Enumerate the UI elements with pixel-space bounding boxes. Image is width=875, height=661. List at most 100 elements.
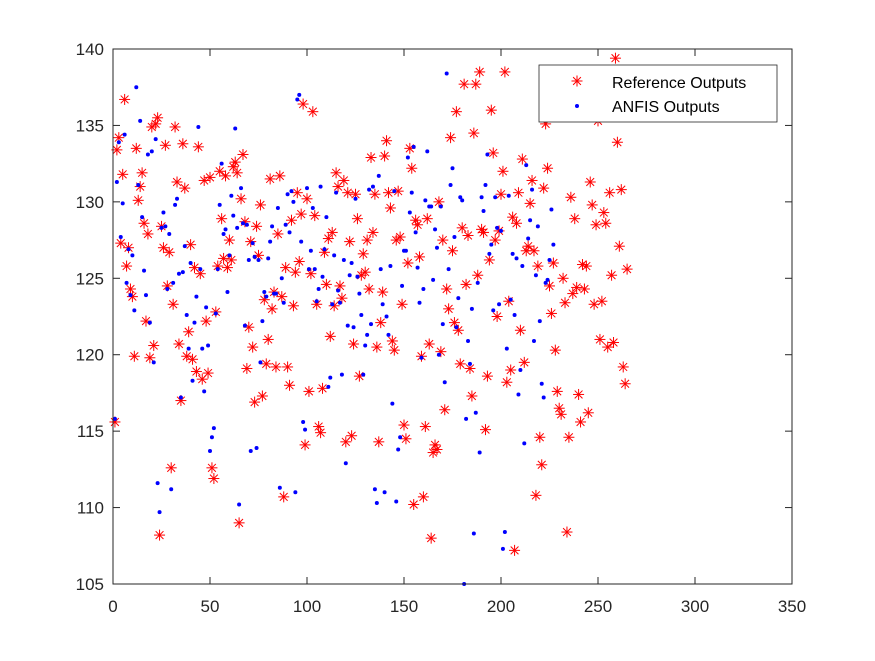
anfis-point — [116, 140, 121, 145]
anfis-point — [442, 380, 447, 385]
anfis-point — [545, 277, 550, 282]
anfis-point — [275, 205, 280, 210]
anfis-point — [182, 244, 187, 249]
reference-point — [602, 341, 614, 353]
reference-point — [305, 268, 317, 280]
reference-point — [565, 191, 577, 203]
reference-point — [225, 254, 237, 266]
anfis-point — [425, 149, 430, 154]
reference-point — [555, 408, 567, 420]
reference-point — [594, 333, 606, 345]
reference-point — [456, 222, 468, 234]
reference-point — [419, 421, 431, 433]
anfis-point — [322, 247, 327, 252]
anfis-point — [332, 253, 337, 258]
reference-point — [611, 136, 623, 148]
anfis-point — [268, 239, 273, 244]
reference-point — [421, 213, 433, 225]
anfis-point — [264, 294, 269, 299]
reference-point — [315, 427, 327, 439]
reference-point — [544, 280, 555, 292]
reference-point — [433, 196, 445, 208]
anfis-point — [180, 270, 185, 275]
anfis-point — [320, 274, 325, 279]
reference-point — [251, 220, 263, 232]
reference-point — [511, 217, 523, 229]
anfis-point — [270, 224, 275, 229]
reference-point — [441, 283, 453, 295]
anfis-point — [518, 368, 523, 372]
reference-point — [326, 226, 338, 238]
reference-point — [190, 366, 202, 378]
anfis-point — [330, 302, 335, 307]
y-tick-label: 135 — [76, 116, 104, 135]
reference-point — [365, 152, 377, 164]
anfis-point — [301, 419, 306, 424]
reference-point — [545, 307, 557, 319]
reference-point — [437, 234, 449, 246]
anfis-point — [483, 183, 488, 188]
reference-point — [348, 338, 360, 350]
reference-point — [472, 269, 484, 281]
anfis-point — [380, 302, 385, 307]
anfis-point — [477, 450, 482, 455]
axis-ticks: 0 50 100 150 200 250 300 350 105 110 115 120 125 130 1… — [76, 40, 807, 616]
anfis-point — [178, 395, 183, 400]
reference-point — [551, 385, 563, 397]
reference-point — [478, 226, 490, 238]
reference-point — [454, 358, 466, 370]
anfis-point — [446, 267, 451, 272]
reference-point — [542, 162, 554, 174]
anfis-point — [429, 204, 434, 209]
reference-point — [582, 407, 594, 419]
anfis-point — [417, 300, 422, 305]
reference-point — [163, 246, 175, 258]
anfis-point — [398, 435, 403, 440]
anfis-point — [240, 221, 245, 226]
anfis-point — [384, 314, 389, 319]
anfis-point — [512, 312, 517, 317]
anfis-point — [167, 231, 172, 236]
x-tick-label: 200 — [487, 597, 515, 616]
reference-point — [598, 207, 610, 219]
reference-point — [557, 272, 569, 284]
anfis-point — [173, 202, 178, 207]
reference-point — [117, 168, 129, 180]
reference-point — [468, 127, 480, 139]
y-tick-label: 105 — [76, 575, 104, 594]
reference-point — [132, 194, 144, 206]
reference-point — [204, 171, 216, 183]
anfis-point — [551, 242, 556, 247]
reference-point — [600, 217, 612, 229]
reference-point — [388, 344, 400, 356]
reference-point — [491, 311, 503, 322]
reference-point — [301, 193, 313, 205]
reference-point — [332, 181, 344, 193]
anfis-point — [258, 360, 263, 365]
reference-point — [235, 193, 247, 205]
anfis-point — [299, 239, 304, 244]
anfis-point — [209, 435, 214, 440]
reference-point — [363, 283, 375, 295]
reference-point — [447, 245, 458, 257]
x-tick-label: 100 — [293, 597, 321, 616]
reference-point — [367, 226, 379, 238]
anfis-point — [520, 264, 525, 269]
reference-point — [606, 269, 618, 281]
anfis-point — [297, 92, 302, 97]
reference-point — [512, 187, 524, 199]
reference-point — [231, 167, 243, 179]
reference-point — [192, 141, 204, 153]
reference-point — [200, 315, 212, 327]
anfis-point — [130, 253, 135, 258]
reference-point — [406, 162, 418, 174]
anfis-point — [291, 199, 296, 204]
reference-point — [254, 199, 266, 211]
reference-point — [196, 373, 208, 385]
anfis-point — [153, 137, 158, 142]
reference-point — [553, 402, 565, 414]
anfis-point — [242, 323, 247, 328]
reference-point — [410, 214, 422, 226]
anfis-point — [310, 205, 315, 210]
